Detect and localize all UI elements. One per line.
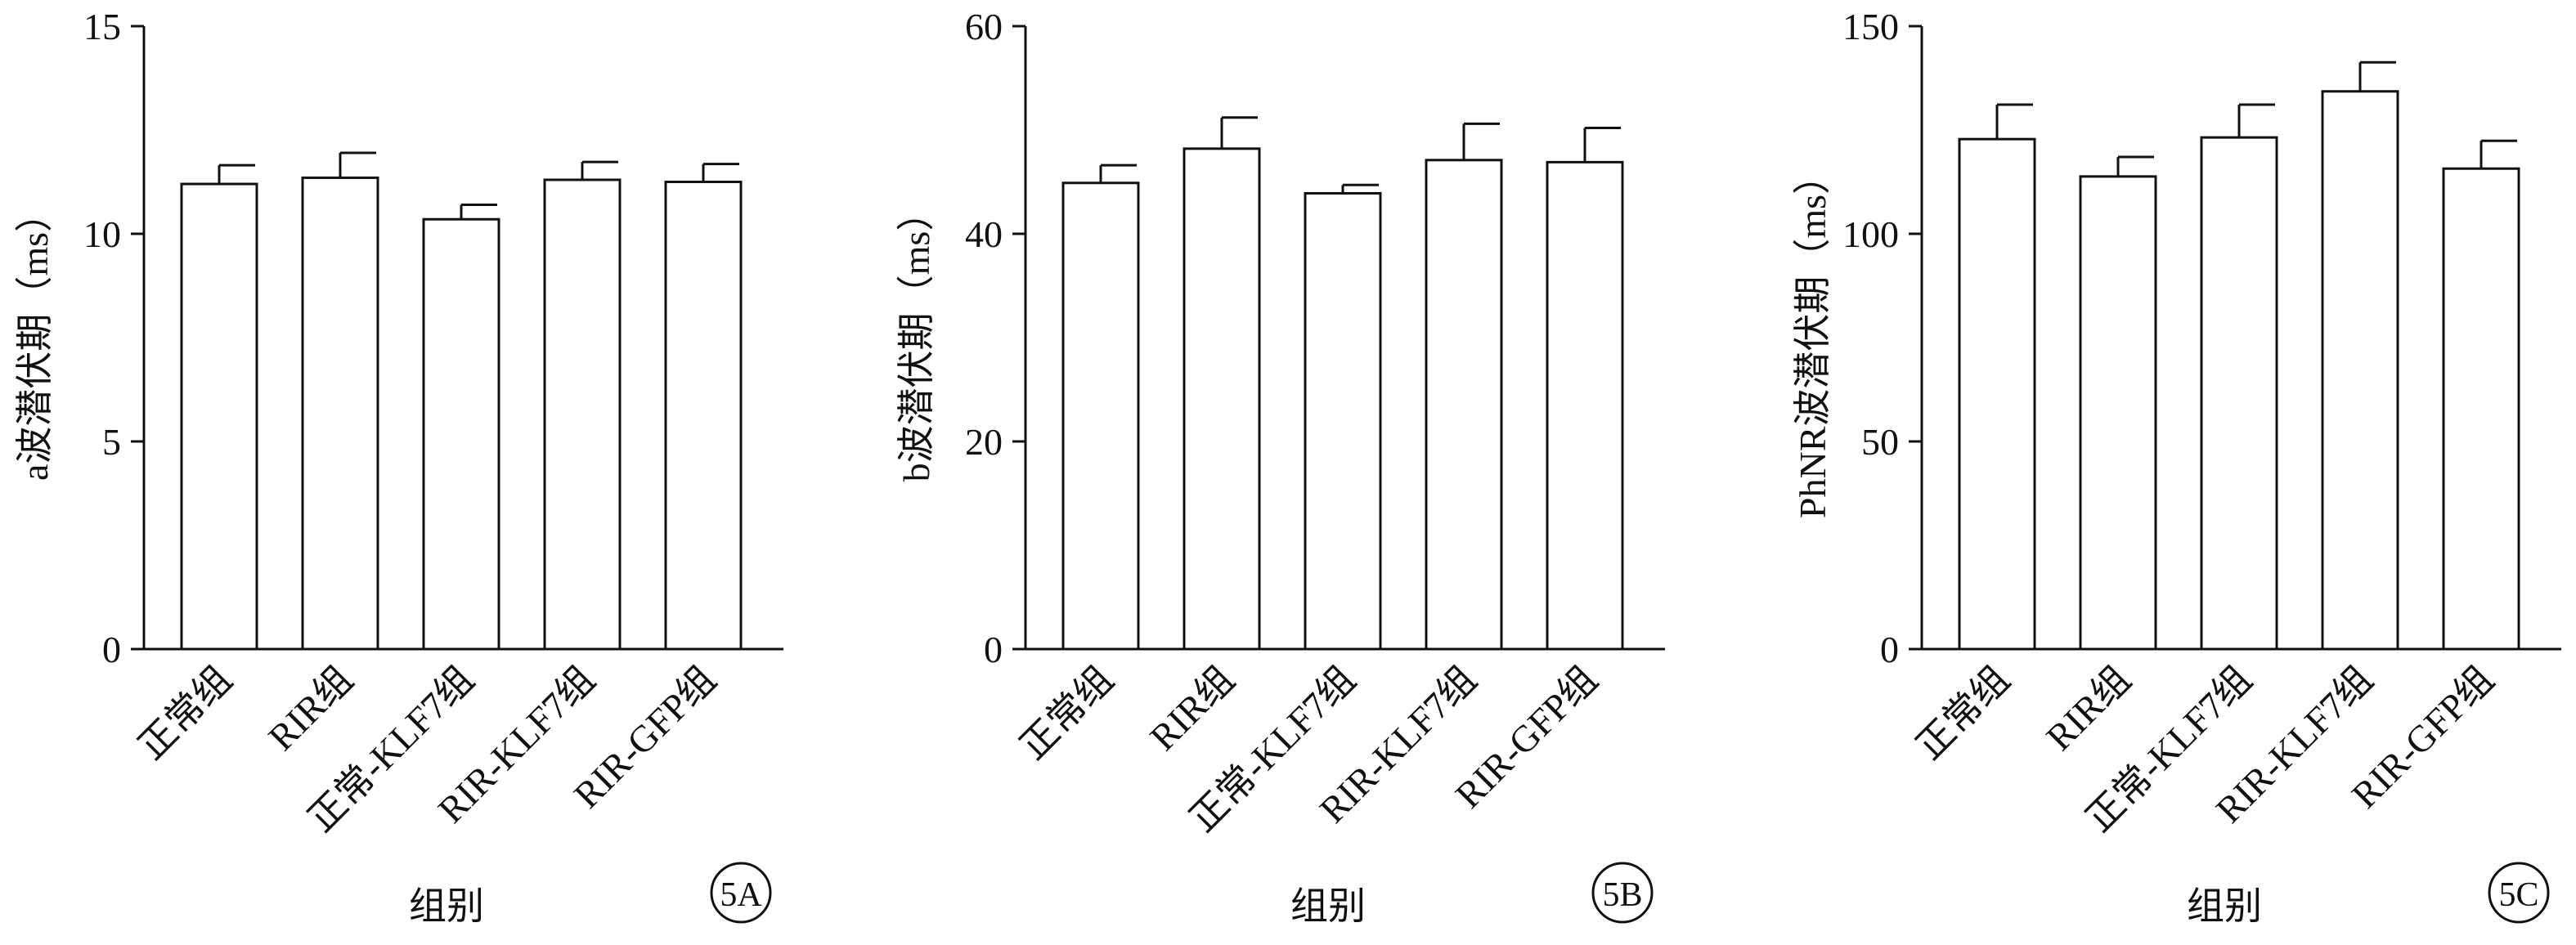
x-tick-label: 正常组: [130, 658, 240, 768]
panel-label: 5B: [1602, 876, 1642, 914]
bar: [2442, 167, 2520, 651]
y-axis-label: a波潜伏期（ms）: [14, 195, 56, 481]
bar: [1958, 137, 2036, 651]
bar: [2321, 90, 2399, 651]
bar: [543, 178, 622, 651]
bar: [2200, 136, 2278, 651]
bar: [301, 176, 379, 651]
y-tick-label: 5: [102, 421, 121, 463]
y-tick-label: 15: [83, 6, 121, 47]
y-tick-label: 60: [965, 6, 1003, 47]
y-tick-label: 10: [83, 213, 121, 255]
y-tick-label: 100: [1842, 213, 1899, 255]
bar: [1546, 160, 1624, 651]
bar: [1183, 147, 1261, 651]
y-axis-label: PhNR波潜伏期（ms）: [1792, 157, 1833, 518]
y-tick-label: 20: [965, 421, 1003, 463]
panel-label: 5C: [2498, 876, 2538, 914]
y-tick-label: 0: [102, 629, 121, 670]
x-tick-label: RIR组: [260, 658, 361, 759]
bar: [180, 182, 258, 651]
x-tick-label: RIR组: [2038, 658, 2138, 759]
y-tick-label: 50: [1861, 421, 1899, 463]
bar: [1425, 159, 1503, 651]
y-tick-label: 0: [1880, 629, 1899, 670]
panel-badge: [2488, 862, 2550, 924]
x-axis-label: 组别: [409, 885, 484, 927]
bar: [1304, 191, 1382, 651]
x-tick-label: RIR组: [1142, 658, 1242, 759]
x-tick-label: 正常组: [1012, 658, 1121, 768]
bar: [2079, 175, 2157, 651]
x-axis-label: 组别: [1290, 885, 1366, 927]
x-axis-label: 组别: [2187, 885, 2262, 927]
y-tick-label: 0: [984, 629, 1003, 670]
panel-badge: [1591, 862, 1654, 924]
x-tick-label: 正常组: [1908, 658, 2017, 768]
bar: [1061, 181, 1140, 651]
panel-badge: [710, 862, 772, 924]
bar: [422, 217, 500, 651]
y-axis-label: b波潜伏期（ms）: [895, 194, 937, 482]
bar: [664, 181, 743, 651]
y-tick-label: 150: [1842, 6, 1899, 47]
y-tick-label: 40: [965, 213, 1003, 255]
panel-label: 5A: [720, 876, 762, 914]
